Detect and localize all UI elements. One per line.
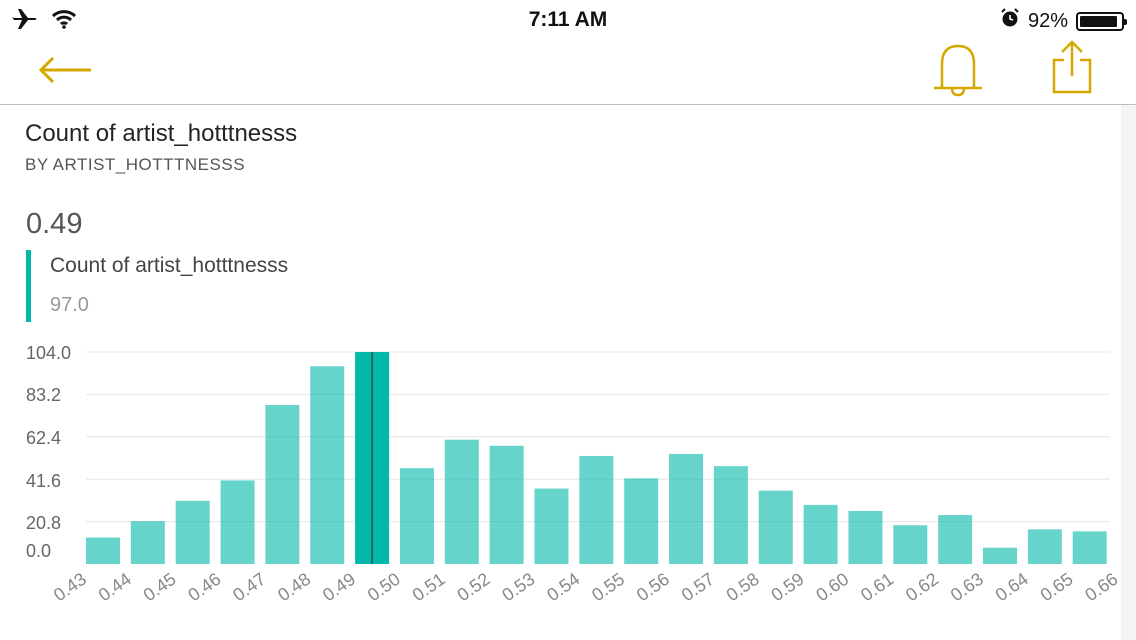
x-tick-label: 0.65 xyxy=(1037,569,1077,605)
x-tick-label: 0.50 xyxy=(364,569,404,605)
back-arrow-icon[interactable] xyxy=(38,52,94,93)
tooltip-series-label: Count of artist_hotttnesss xyxy=(50,254,289,277)
x-tick-label: 0.66 xyxy=(1081,569,1121,605)
x-tick-label: 0.57 xyxy=(678,569,718,605)
x-tick-label: 0.47 xyxy=(229,569,269,605)
tooltip-value: 97.0 xyxy=(50,294,89,316)
bar-0.44[interactable] xyxy=(130,521,165,564)
x-tick-label: 0.64 xyxy=(992,569,1032,605)
x-tick-label: 0.45 xyxy=(140,569,180,605)
x-tick-label: 0.44 xyxy=(95,569,135,605)
y-tick-label: 62.4 xyxy=(26,428,61,448)
nav-bar xyxy=(0,40,1136,105)
x-tick-label: 0.61 xyxy=(857,569,897,605)
x-tick-label: 0.58 xyxy=(723,569,763,605)
x-tick-label: 0.63 xyxy=(947,569,987,605)
wifi-icon xyxy=(51,9,77,34)
bell-icon[interactable] xyxy=(930,42,986,105)
tooltip-series-swatch xyxy=(26,250,31,322)
airplane-icon xyxy=(12,8,38,35)
bar-0.62[interactable] xyxy=(938,515,973,564)
battery-fill xyxy=(1080,15,1117,27)
status-time: 7:11 AM xyxy=(528,8,608,31)
x-tick-label: 0.54 xyxy=(543,569,583,605)
x-tick-label: 0.55 xyxy=(588,569,628,605)
bar-0.53[interactable] xyxy=(534,488,569,564)
bar-0.58[interactable] xyxy=(758,490,793,564)
bar-0.54[interactable] xyxy=(579,455,614,564)
x-tick-label: 0.49 xyxy=(319,569,359,605)
bar-0.48[interactable] xyxy=(310,366,345,564)
status-right: 92% xyxy=(1000,8,1127,34)
x-tick-label: 0.56 xyxy=(633,569,673,605)
bar-0.65[interactable] xyxy=(1072,531,1107,564)
bar-0.45[interactable] xyxy=(175,500,210,564)
bar-0.46[interactable] xyxy=(220,480,255,564)
bar-0.47[interactable] xyxy=(265,405,300,564)
x-tick-label: 0.48 xyxy=(274,569,314,605)
tooltip-category: 0.49 xyxy=(26,208,83,240)
bar-0.63[interactable] xyxy=(983,547,1017,564)
status-bar: 7:11 AM 92% xyxy=(0,0,1136,40)
bar-chart[interactable]: 0.0 20.8 41.6 62.4 83.2 104.0 0.43 0.44 0.45 0.46… xyxy=(0,340,1121,640)
x-tick-label: 0.53 xyxy=(498,569,538,605)
battery-icon xyxy=(1076,11,1127,31)
bar-0.61[interactable] xyxy=(893,525,928,564)
share-icon[interactable] xyxy=(1050,40,1094,101)
bar-0.56[interactable] xyxy=(669,453,704,564)
tile-title: Count of artist_hotttnesss xyxy=(25,120,298,147)
x-tick-label: 0.59 xyxy=(767,569,807,605)
status-left xyxy=(12,8,77,35)
x-tick-label: 0.51 xyxy=(409,569,449,605)
bar-0.43[interactable] xyxy=(86,537,120,565)
bar-0.55[interactable] xyxy=(624,478,659,564)
y-tick-label: 83.2 xyxy=(26,385,61,405)
bar-0.50[interactable] xyxy=(399,468,434,564)
x-tick-label: 0.52 xyxy=(453,569,493,605)
x-tick-label: 0.46 xyxy=(184,569,224,605)
y-tick-label: 20.8 xyxy=(26,513,61,533)
bar-0.57[interactable] xyxy=(713,466,748,564)
bar-0.59[interactable] xyxy=(803,504,838,564)
alarm-icon xyxy=(1000,8,1020,34)
battery-percent: 92% xyxy=(1027,9,1068,32)
x-tick-label: 0.43 xyxy=(50,569,90,605)
y-tick-label: 104.0 xyxy=(26,343,71,363)
x-tick-label: 0.62 xyxy=(902,569,942,605)
bar-0.60[interactable] xyxy=(848,511,883,564)
scroll-edge xyxy=(1121,105,1136,640)
bar-0.52[interactable] xyxy=(489,445,524,564)
bar-0.64[interactable] xyxy=(1027,529,1062,564)
y-tick-label: 0.0 xyxy=(26,541,51,561)
bar-0.51[interactable] xyxy=(444,439,479,564)
x-tick-label: 0.60 xyxy=(812,569,852,605)
y-tick-label: 41.6 xyxy=(26,471,61,491)
tile-subtitle: BY ARTIST_HOTTTNESSS xyxy=(25,155,246,174)
